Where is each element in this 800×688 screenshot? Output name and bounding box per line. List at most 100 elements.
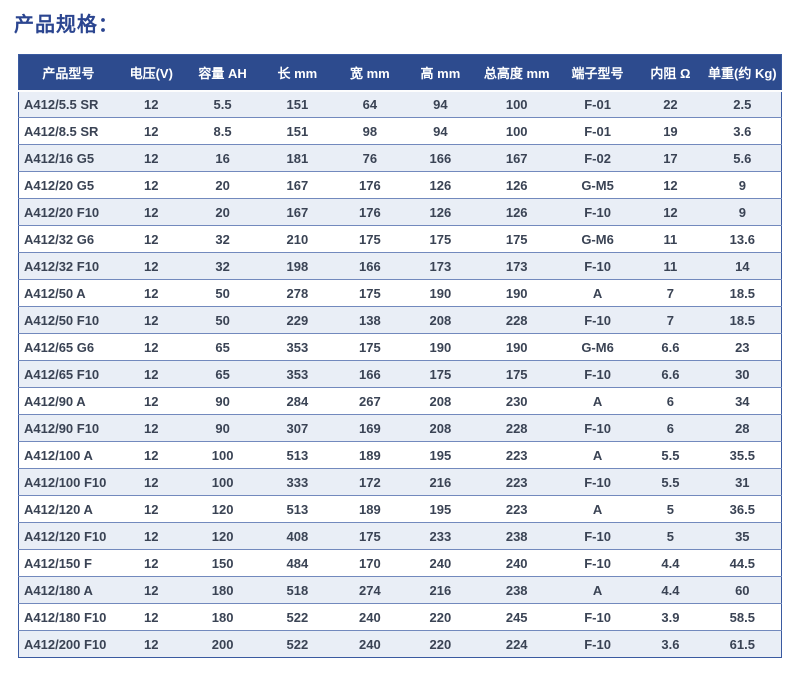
table-row: A412/150 F 12 150 484 170 240 240 F-10 4.4 44.5	[18, 549, 782, 577]
table-cell: 7	[637, 306, 704, 334]
table-cell: F-10	[557, 414, 638, 442]
table-cell: F-10	[557, 603, 638, 631]
table-cell: 240	[405, 549, 476, 577]
table-cell: 12	[117, 603, 185, 631]
table-cell: 12	[637, 171, 704, 199]
table-cell: 240	[334, 603, 406, 631]
table-cell: 513	[260, 441, 335, 469]
table-cell: 12	[117, 630, 185, 658]
table-cell: 12	[117, 549, 185, 577]
table-cell: 100	[184, 441, 261, 469]
table-row: A412/100 A 12 100 513 189 195 223 A 5.5 35.5	[18, 441, 782, 469]
spec-table-container: 产品型号 电压(V) 容量 AH 长 mm 宽 mm 高 mm 总高度 mm 端子型号 内阻 Ω…	[18, 54, 782, 658]
table-cell: 60	[703, 576, 782, 604]
table-cell: 353	[260, 333, 335, 361]
table-cell: 28	[703, 414, 782, 442]
table-cell: 195	[405, 495, 476, 523]
table-row: A412/20 F10 12 20 167 176 126 126 F-10 12 9	[18, 198, 782, 226]
table-cell: 216	[405, 576, 476, 604]
table-cell: 12	[117, 333, 185, 361]
table-cell: 44.5	[703, 549, 782, 577]
table-cell: 208	[405, 414, 476, 442]
table-cell: 172	[334, 468, 406, 496]
table-cell: 166	[334, 252, 406, 280]
table-cell: 12	[117, 360, 185, 388]
table-row: A412/50 F10 12 50 229 138 208 228 F-10 7 18.5	[18, 306, 782, 334]
column-header: 容量 AH	[184, 54, 261, 92]
table-cell: G-M6	[557, 333, 638, 361]
table-cell: 4.4	[637, 576, 704, 604]
table-cell: G-M6	[557, 225, 638, 253]
table-cell: 50	[184, 279, 261, 307]
product-model-cell: A412/5.5 SR	[18, 90, 118, 118]
table-cell: 12	[117, 225, 185, 253]
table-cell: 12	[117, 279, 185, 307]
product-spec-table: 产品型号 电压(V) 容量 AH 长 mm 宽 mm 高 mm 总高度 mm 端子型号 内阻 Ω…	[18, 54, 782, 658]
table-cell: 216	[405, 468, 476, 496]
table-cell: 5	[637, 495, 704, 523]
table-cell: 3.9	[637, 603, 704, 631]
product-model-cell: A412/180 F10	[18, 603, 118, 631]
table-cell: 20	[184, 198, 261, 226]
table-cell: 94	[405, 117, 476, 145]
page-title: 产品规格：	[14, 14, 119, 36]
product-model-cell: A412/180 A	[18, 576, 118, 604]
table-cell: F-10	[557, 468, 638, 496]
table-cell: 408	[260, 522, 335, 550]
table-cell: 513	[260, 495, 335, 523]
table-cell: 138	[334, 306, 406, 334]
table-cell: 2.5	[703, 90, 782, 118]
page: 产品规格： 产品型号 电压(V) 容量 AH 长 mm 宽 mm 高 mm 总高度 mm 端子…	[0, 12, 800, 658]
table-cell: 126	[405, 198, 476, 226]
table-cell: 34	[703, 387, 782, 415]
table-cell: 16	[184, 144, 261, 172]
table-cell: 484	[260, 549, 335, 577]
table-cell: 11	[637, 252, 704, 280]
table-cell: 176	[334, 171, 406, 199]
table-cell: 151	[260, 90, 335, 118]
table-cell: 31	[703, 468, 782, 496]
table-cell: 175	[405, 225, 476, 253]
product-model-cell: A412/100 F10	[18, 468, 118, 496]
table-cell: 175	[475, 360, 558, 388]
table-cell: 90	[184, 414, 261, 442]
table-cell: 175	[334, 225, 406, 253]
table-cell: 208	[405, 306, 476, 334]
table-cell: 238	[475, 522, 558, 550]
table-cell: 5.5	[637, 468, 704, 496]
table-header: 产品型号 电压(V) 容量 AH 长 mm 宽 mm 高 mm 总高度 mm 端子型号 内阻 Ω…	[18, 54, 782, 92]
table-cell: 12	[117, 171, 185, 199]
table-cell: 64	[334, 90, 406, 118]
table-cell: 175	[405, 360, 476, 388]
table-cell: 12	[117, 414, 185, 442]
product-model-cell: A412/200 F10	[18, 630, 118, 658]
table-cell: 267	[334, 387, 406, 415]
table-cell: 30	[703, 360, 782, 388]
table-cell: 223	[475, 468, 558, 496]
table-cell: 274	[334, 576, 406, 604]
table-cell: 190	[475, 279, 558, 307]
table-cell: 61.5	[703, 630, 782, 658]
table-cell: 18.5	[703, 279, 782, 307]
product-model-cell: A412/32 G6	[18, 225, 118, 253]
table-cell: 195	[405, 441, 476, 469]
header-row: 产品型号 电压(V) 容量 AH 长 mm 宽 mm 高 mm 总高度 mm 端子型号 内阻 Ω…	[18, 54, 782, 92]
table-cell: 35.5	[703, 441, 782, 469]
product-model-cell: A412/90 F10	[18, 414, 118, 442]
table-cell: F-10	[557, 360, 638, 388]
table-cell: 175	[334, 279, 406, 307]
product-model-cell: A412/65 G6	[18, 333, 118, 361]
product-model-cell: A412/65 F10	[18, 360, 118, 388]
table-cell: 100	[184, 468, 261, 496]
table-cell: 167	[260, 198, 335, 226]
table-cell: 76	[334, 144, 406, 172]
table-row: A412/50 A 12 50 278 175 190 190 A 7 18.5	[18, 279, 782, 307]
table-cell: 307	[260, 414, 335, 442]
table-cell: 32	[184, 252, 261, 280]
column-header: 产品型号	[18, 54, 118, 92]
product-model-cell: A412/20 F10	[18, 198, 118, 226]
product-model-cell: A412/20 G5	[18, 171, 118, 199]
table-cell: A	[557, 495, 638, 523]
table-cell: 284	[260, 387, 335, 415]
table-cell: 228	[475, 306, 558, 334]
